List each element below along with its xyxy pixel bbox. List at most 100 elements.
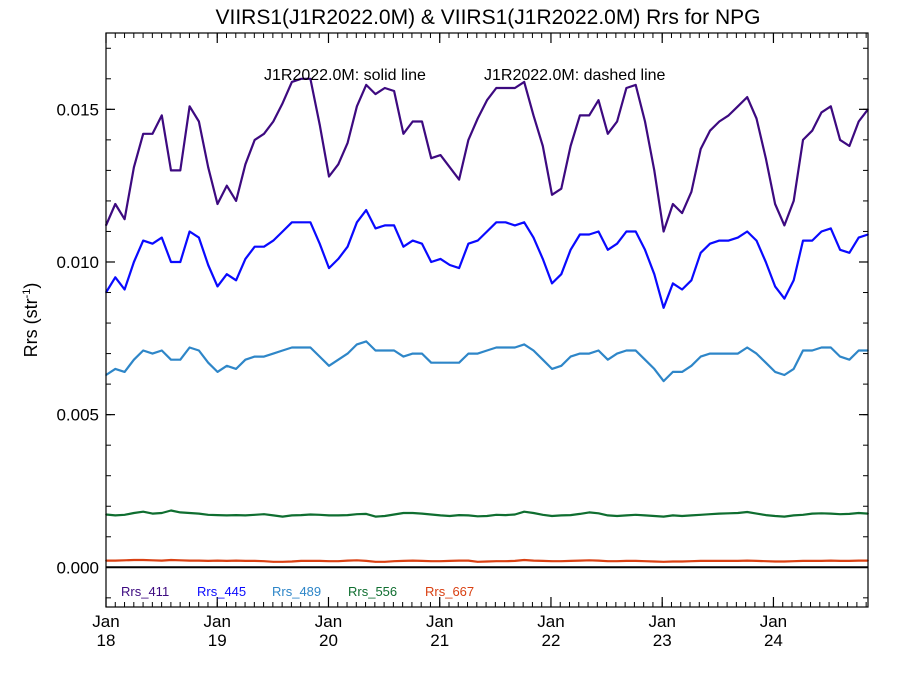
data-point-rrs_556 — [235, 514, 237, 516]
data-point-rrs_489 — [802, 349, 804, 352]
data-point-rrs_411 — [755, 117, 758, 120]
data-point-rrs_489 — [755, 352, 758, 355]
data-point-rrs_556 — [672, 514, 674, 517]
data-point-rrs_445 — [616, 242, 618, 245]
data-point-rrs_556 — [328, 514, 330, 517]
data-point-rrs_489 — [216, 371, 219, 373]
data-point-rrs_411 — [765, 157, 767, 159]
data-point-rrs_411 — [263, 133, 265, 135]
data-point-rrs_489 — [411, 352, 414, 355]
data-point-rrs_556 — [588, 511, 590, 514]
data-point-rrs_556 — [318, 514, 321, 516]
x-tick-label-month: Jan — [204, 612, 231, 631]
data-point-rrs_489 — [653, 368, 656, 370]
data-point-rrs_667 — [514, 560, 516, 562]
data-point-rrs_445 — [253, 245, 256, 248]
y-tick-label: 0.000 — [56, 558, 99, 577]
data-point-rrs_556 — [309, 513, 312, 516]
data-point-rrs_489 — [337, 358, 340, 361]
data-point-rrs_667 — [486, 560, 488, 563]
data-point-rrs_445 — [467, 242, 470, 245]
data-point-rrs_667 — [439, 560, 442, 562]
data-point-rrs_411 — [579, 114, 581, 117]
data-point-rrs_445 — [746, 230, 748, 233]
data-point-rrs_556 — [170, 509, 172, 512]
data-point-rrs_489 — [291, 346, 293, 349]
data-point-rrs_556 — [774, 515, 776, 517]
data-point-rrs_489 — [476, 352, 479, 355]
data-point-rrs_445 — [430, 261, 433, 263]
data-point-rrs_411 — [560, 187, 563, 190]
data-point-rrs_667 — [765, 560, 767, 562]
data-point-rrs_667 — [291, 560, 293, 563]
data-point-rrs_445 — [839, 249, 841, 251]
data-point-rrs_489 — [309, 346, 312, 349]
data-point-rrs_556 — [551, 515, 553, 517]
data-point-rrs_445 — [142, 239, 144, 242]
data-point-rrs_411 — [857, 120, 860, 123]
data-point-rrs_445 — [393, 224, 395, 227]
data-point-rrs_489 — [365, 340, 368, 343]
data-point-rrs_489 — [607, 358, 609, 361]
data-point-rrs_556 — [634, 514, 637, 516]
data-point-rrs_667 — [458, 559, 460, 562]
data-point-rrs_411 — [569, 145, 572, 147]
data-point-rrs_667 — [142, 559, 144, 561]
data-point-rrs_445 — [291, 221, 293, 224]
data-point-rrs_489 — [616, 352, 618, 355]
data-point-rrs_411 — [597, 99, 600, 101]
data-point-rrs_411 — [699, 148, 702, 150]
data-point-rrs_445 — [458, 267, 460, 269]
data-point-rrs_411 — [625, 87, 628, 89]
data-point-rrs_489 — [281, 349, 284, 352]
data-point-rrs_489 — [560, 365, 563, 367]
data-point-rrs_489 — [272, 352, 275, 355]
data-point-rrs_411 — [142, 133, 144, 135]
data-point-rrs_411 — [644, 120, 646, 123]
data-point-rrs_489 — [820, 346, 823, 349]
data-point-rrs_489 — [486, 349, 488, 352]
data-point-rrs_667 — [830, 559, 832, 562]
data-point-rrs_556 — [727, 512, 730, 515]
data-point-rrs_556 — [607, 514, 609, 517]
data-point-rrs_445 — [384, 224, 386, 227]
x-tick-label-month: Jan — [315, 612, 342, 631]
x-tick-label-month: Jan — [537, 612, 564, 631]
data-point-rrs_445 — [476, 239, 479, 242]
data-point-rrs_445 — [318, 242, 321, 245]
data-point-rrs_667 — [681, 560, 683, 563]
data-point-rrs_411 — [272, 120, 275, 123]
data-point-rrs_556 — [792, 514, 795, 517]
data-point-rrs_445 — [607, 249, 609, 251]
data-point-rrs_489 — [151, 352, 154, 355]
data-point-rrs_667 — [421, 560, 423, 562]
y-axis-label-close: ) — [21, 283, 41, 289]
data-point-rrs_411 — [235, 200, 237, 202]
data-point-rrs_489 — [179, 358, 182, 361]
data-point-rrs_667 — [607, 560, 609, 562]
data-point-rrs_556 — [142, 510, 144, 513]
data-point-rrs_556 — [253, 514, 256, 516]
data-point-rrs_556 — [783, 515, 786, 518]
data-point-rrs_411 — [198, 120, 200, 123]
data-point-rrs_411 — [792, 200, 795, 202]
data-point-rrs_667 — [597, 559, 600, 562]
data-point-rrs_489 — [170, 358, 172, 361]
data-point-rrs_445 — [514, 224, 516, 227]
data-point-rrs_489 — [634, 349, 637, 352]
data-point-rrs_489 — [542, 358, 544, 361]
data-point-rrs_556 — [765, 514, 767, 516]
data-point-rrs_445 — [765, 261, 767, 263]
data-point-rrs_556 — [291, 514, 293, 517]
data-point-rrs_411 — [495, 87, 498, 89]
data-point-rrs_667 — [504, 560, 507, 562]
data-point-rrs_411 — [523, 81, 525, 83]
data-point-rrs_445 — [309, 221, 312, 224]
data-point-rrs_411 — [291, 81, 293, 83]
data-point-rrs_445 — [783, 297, 786, 300]
data-point-rrs_445 — [504, 221, 507, 224]
data-point-rrs_667 — [253, 560, 256, 562]
x-tick-label-year: 23 — [653, 631, 672, 650]
data-point-rrs_489 — [579, 352, 581, 355]
data-point-rrs_667 — [792, 560, 795, 562]
